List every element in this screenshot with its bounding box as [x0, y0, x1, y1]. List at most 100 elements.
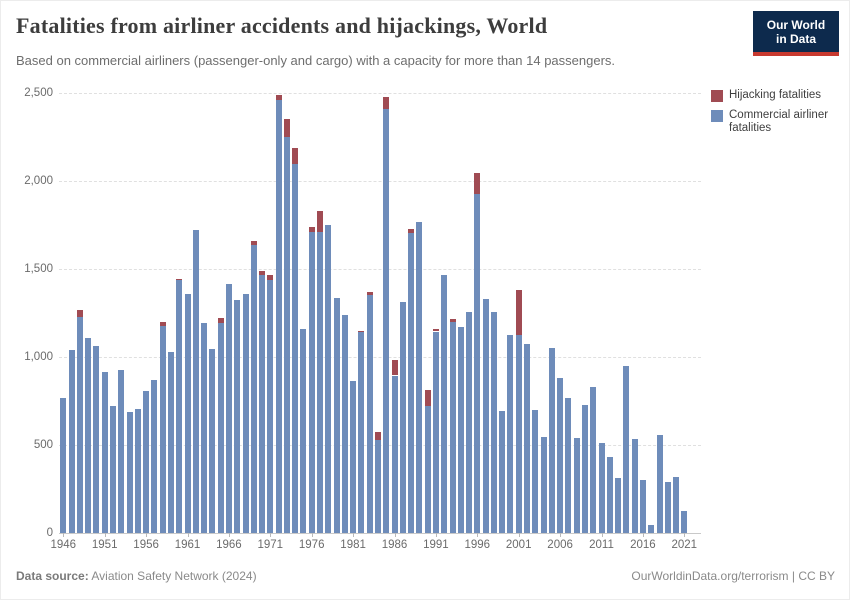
- bar-commercial-1971[interactable]: [267, 279, 274, 533]
- bar-commercial-1980[interactable]: [341, 314, 348, 533]
- bar-commercial-1959[interactable]: [167, 351, 174, 533]
- legend-item-commercial[interactable]: Commercial airliner fatalities: [711, 109, 843, 136]
- bar-hijacking-2001[interactable]: [515, 289, 522, 336]
- bar-commercial-2002[interactable]: [524, 343, 530, 533]
- bar-commercial-2006[interactable]: [557, 378, 564, 533]
- bar-commercial-1946[interactable]: [60, 397, 67, 533]
- bar-commercial-1952[interactable]: [110, 406, 116, 533]
- bar-hijacking-1984[interactable]: [374, 431, 381, 440]
- bar-commercial-1957[interactable]: [151, 379, 158, 533]
- bar-hijacking-1958[interactable]: [159, 321, 166, 327]
- bar-commercial-1958[interactable]: [159, 326, 166, 533]
- bar-commercial-1969[interactable]: [250, 245, 257, 533]
- bar-commercial-1994[interactable]: [457, 327, 464, 533]
- bar-hijacking-1982[interactable]: [358, 330, 365, 333]
- bar-hijacking-1986[interactable]: [391, 359, 398, 376]
- credit-link[interactable]: OurWorldinData.org/terrorism | CC BY: [631, 569, 835, 583]
- bar-commercial-2000[interactable]: [507, 335, 514, 533]
- bar-hijacking-1996[interactable]: [474, 173, 481, 195]
- bar-hijacking-1985[interactable]: [383, 97, 390, 110]
- bar-commercial-2010[interactable]: [590, 386, 597, 533]
- bar-commercial-1996[interactable]: [474, 194, 481, 533]
- bar-commercial-2020[interactable]: [673, 476, 679, 533]
- bar-commercial-1986[interactable]: [391, 375, 398, 533]
- bar-commercial-1989[interactable]: [416, 221, 423, 533]
- bar-commercial-1973[interactable]: [283, 137, 290, 533]
- bar-commercial-1983[interactable]: [366, 295, 373, 533]
- bar-commercial-1949[interactable]: [85, 337, 92, 533]
- bar-commercial-1982[interactable]: [358, 332, 365, 533]
- bar-hijacking-1976[interactable]: [308, 227, 315, 232]
- bar-hijacking-1960[interactable]: [176, 278, 183, 281]
- bar-hijacking-1983[interactable]: [366, 291, 373, 296]
- bar-commercial-1997[interactable]: [482, 298, 489, 533]
- bar-commercial-1956[interactable]: [143, 391, 150, 533]
- bar-commercial-1964[interactable]: [209, 349, 216, 533]
- bar-commercial-1948[interactable]: [76, 316, 83, 533]
- bar-commercial-1965[interactable]: [217, 322, 224, 533]
- bar-commercial-1967[interactable]: [234, 299, 241, 533]
- bar-commercial-2018[interactable]: [656, 435, 663, 533]
- bar-commercial-1985[interactable]: [383, 109, 390, 533]
- bar-commercial-2013[interactable]: [615, 478, 622, 533]
- bar-commercial-1987[interactable]: [399, 301, 406, 533]
- bar-commercial-1984[interactable]: [374, 439, 381, 533]
- bar-commercial-1954[interactable]: [126, 411, 133, 533]
- bar-commercial-1990[interactable]: [424, 406, 431, 533]
- bar-commercial-1981[interactable]: [350, 380, 357, 533]
- bar-commercial-2007[interactable]: [565, 397, 572, 533]
- bar-commercial-2017[interactable]: [648, 525, 655, 533]
- bar-commercial-1979[interactable]: [333, 298, 340, 533]
- bar-commercial-1951[interactable]: [101, 372, 108, 533]
- bar-commercial-1978[interactable]: [325, 225, 332, 533]
- bar-commercial-1955[interactable]: [134, 408, 141, 533]
- bar-hijacking-1977[interactable]: [317, 211, 323, 233]
- bar-commercial-1961[interactable]: [184, 293, 191, 533]
- bar-commercial-1976[interactable]: [308, 231, 315, 533]
- bar-commercial-2015[interactable]: [631, 438, 638, 533]
- bar-hijacking-1972[interactable]: [275, 95, 282, 100]
- bar-commercial-2001[interactable]: [515, 335, 522, 533]
- bar-hijacking-1993[interactable]: [449, 319, 456, 322]
- bar-commercial-2016[interactable]: [639, 480, 646, 533]
- bar-commercial-2012[interactable]: [606, 457, 613, 533]
- bar-commercial-2008[interactable]: [573, 438, 580, 533]
- bar-commercial-1992[interactable]: [441, 275, 448, 533]
- bar-commercial-2014[interactable]: [623, 365, 630, 533]
- bar-hijacking-1974[interactable]: [292, 148, 299, 165]
- bar-commercial-1993[interactable]: [449, 321, 456, 533]
- bar-commercial-1950[interactable]: [93, 346, 100, 533]
- bar-commercial-1991[interactable]: [432, 331, 439, 533]
- bar-commercial-2019[interactable]: [664, 482, 671, 533]
- bar-commercial-1953[interactable]: [118, 370, 125, 533]
- bar-hijacking-1969[interactable]: [250, 240, 257, 246]
- bar-commercial-2009[interactable]: [581, 404, 588, 533]
- bar-hijacking-1965[interactable]: [217, 318, 224, 323]
- bar-hijacking-1948[interactable]: [76, 309, 83, 317]
- bar-commercial-1970[interactable]: [259, 275, 265, 533]
- bar-hijacking-1990[interactable]: [424, 389, 431, 407]
- bar-commercial-1963[interactable]: [201, 322, 208, 533]
- bar-commercial-1977[interactable]: [317, 232, 323, 533]
- bar-commercial-1974[interactable]: [292, 164, 299, 533]
- bar-commercial-2005[interactable]: [548, 348, 555, 533]
- bar-commercial-1988[interactable]: [408, 232, 415, 533]
- bar-commercial-2011[interactable]: [598, 443, 605, 533]
- bar-hijacking-1988[interactable]: [408, 229, 415, 233]
- bar-commercial-1962[interactable]: [192, 230, 199, 533]
- bar-commercial-2021[interactable]: [681, 511, 688, 533]
- bar-commercial-2004[interactable]: [540, 437, 547, 533]
- bar-commercial-1995[interactable]: [466, 312, 472, 533]
- bar-commercial-1975[interactable]: [300, 328, 307, 533]
- bar-hijacking-1970[interactable]: [259, 271, 265, 276]
- bar-commercial-1947[interactable]: [68, 350, 75, 533]
- bar-hijacking-1973[interactable]: [283, 118, 290, 137]
- bar-hijacking-1991[interactable]: [432, 328, 439, 332]
- bar-commercial-2003[interactable]: [532, 409, 539, 533]
- bar-commercial-1968[interactable]: [242, 293, 249, 533]
- bar-commercial-1999[interactable]: [499, 410, 506, 533]
- bar-commercial-1966[interactable]: [225, 284, 232, 533]
- bar-commercial-1972[interactable]: [275, 99, 282, 533]
- bar-commercial-1998[interactable]: [490, 312, 497, 533]
- legend-item-hijacking[interactable]: Hijacking fatalities: [711, 89, 843, 103]
